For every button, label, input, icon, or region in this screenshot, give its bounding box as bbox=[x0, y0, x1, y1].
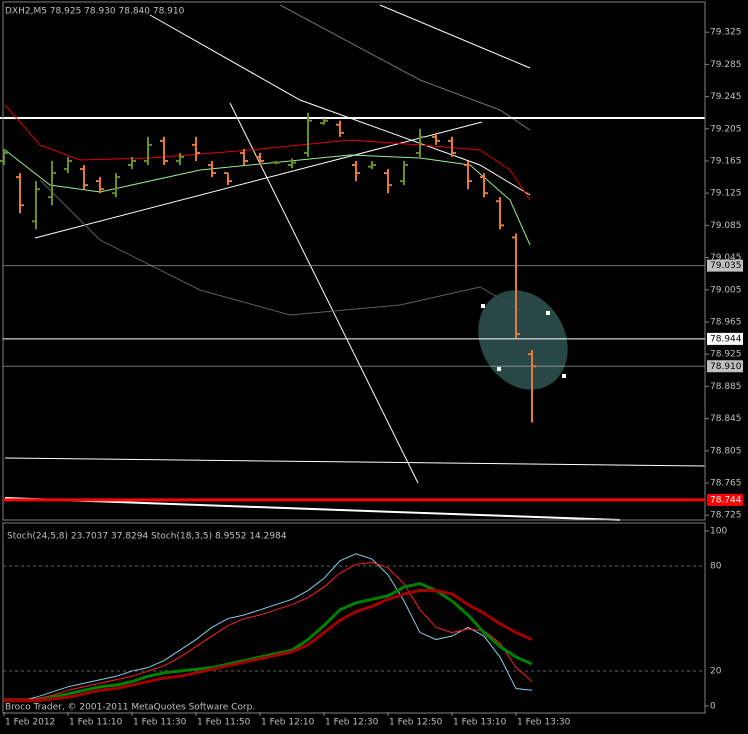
y-tick-label: 78.925 bbox=[710, 350, 742, 360]
y-tick-label: 79.325 bbox=[710, 28, 742, 38]
handle bbox=[562, 374, 566, 378]
x-tick-label: 1 Feb 12:50 bbox=[389, 718, 443, 728]
footer: Broco Trader, © 2001-2011 MetaQuotes Sof… bbox=[5, 703, 255, 713]
y-tick-label: 79.245 bbox=[710, 92, 742, 102]
y-tick-label: 79.165 bbox=[710, 156, 742, 166]
sub-frame bbox=[2, 522, 706, 714]
y-tick-label: 79.045 bbox=[710, 253, 742, 263]
x-tick-label: 1 Feb 11:10 bbox=[69, 718, 123, 728]
y-tick-label: 79.005 bbox=[710, 285, 742, 295]
x-tick-label: 1 Feb 12:30 bbox=[325, 718, 379, 728]
series-line bbox=[4, 589, 533, 703]
y-tick-label: 100 bbox=[710, 527, 727, 537]
x-tick-label: 1 Feb 13:10 bbox=[453, 718, 507, 728]
y-tick-label: 78.805 bbox=[710, 446, 742, 456]
y-tick-label: 0 bbox=[710, 702, 716, 712]
trend-line bbox=[229, 102, 419, 484]
price-label: 78.744 bbox=[710, 495, 742, 505]
price-label: 78.910 bbox=[710, 362, 742, 372]
y-tick-label: 79.285 bbox=[710, 60, 742, 70]
x-tick-label: 1 Feb 11:30 bbox=[133, 718, 187, 728]
y-tick-label: 20 bbox=[710, 667, 722, 677]
indicator-title: Stoch(24,5,8) 23.7037 37.8294 Stoch(18,3… bbox=[7, 532, 287, 542]
trend-line bbox=[379, 4, 531, 69]
price-label-box bbox=[707, 259, 743, 272]
trend-line bbox=[4, 457, 706, 467]
y-tick-label: 78.965 bbox=[710, 317, 742, 327]
x-tick-label: 1 Feb 11:50 bbox=[197, 718, 251, 728]
trend-line bbox=[34, 121, 483, 239]
x-tick-label: 1 Feb 13:30 bbox=[517, 718, 571, 728]
chart-title: DXH2,M5 78.925 78.930 78.840 78.910 bbox=[5, 7, 185, 17]
handle bbox=[481, 304, 485, 308]
moving-average bbox=[4, 149, 531, 246]
series-line bbox=[3, 553, 533, 702]
price-label: 78.944 bbox=[710, 334, 742, 344]
trend-line bbox=[4, 497, 621, 521]
moving-average bbox=[4, 104, 531, 201]
series-line bbox=[4, 562, 533, 700]
y-tick-label: 79.125 bbox=[710, 189, 742, 199]
trend-line bbox=[149, 14, 531, 196]
moving-average bbox=[279, 4, 531, 131]
series-line bbox=[4, 581, 533, 703]
drawings bbox=[0, 4, 706, 521]
y-tick-label: 78.845 bbox=[710, 414, 742, 424]
y-tick-label: 78.725 bbox=[710, 511, 742, 521]
price-label-box bbox=[707, 332, 743, 345]
handle bbox=[497, 367, 501, 371]
price-label-box bbox=[707, 493, 743, 506]
y-tick-label: 78.885 bbox=[710, 382, 742, 392]
y-tick-label: 80 bbox=[710, 562, 722, 572]
x-tick-label: 1 Feb 2012 bbox=[5, 718, 55, 728]
price-label: 79.035 bbox=[710, 261, 742, 271]
y-tick-label: 78.765 bbox=[710, 478, 742, 488]
price-label-box bbox=[707, 360, 743, 373]
main-frame bbox=[2, 1, 706, 521]
ellipse bbox=[478, 290, 568, 390]
x-tick-label: 1 Feb 12:10 bbox=[261, 718, 315, 728]
moving-average bbox=[39, 179, 521, 316]
handle bbox=[546, 311, 550, 315]
y-tick-label: 79.085 bbox=[710, 221, 742, 231]
y-tick-label: 79.205 bbox=[710, 124, 742, 134]
